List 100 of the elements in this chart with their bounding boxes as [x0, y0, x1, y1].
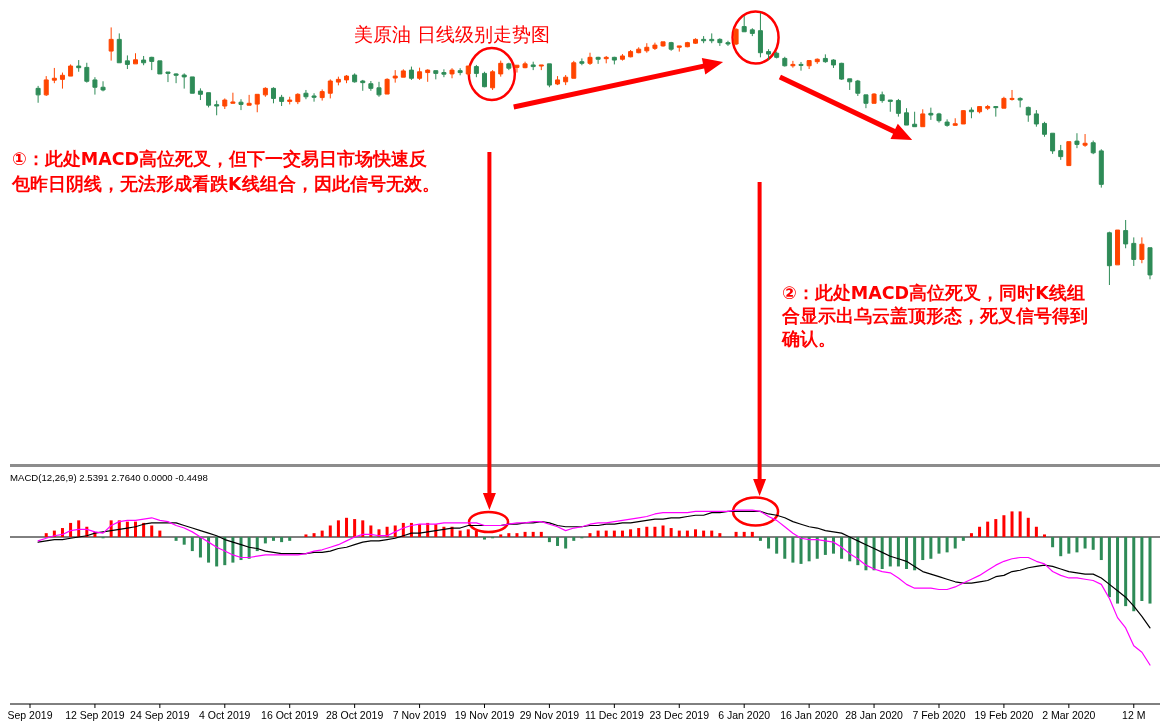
- bar: [937, 537, 941, 554]
- bar: [1002, 515, 1006, 537]
- candlestick: [295, 92, 301, 105]
- bar: [150, 525, 154, 537]
- bar: [677, 530, 681, 537]
- bar: [369, 525, 373, 537]
- candlestick: [814, 57, 820, 65]
- candlestick: [51, 67, 57, 84]
- bar: [734, 531, 738, 537]
- x-tick-label: 12 Sep 2019: [65, 709, 125, 721]
- bar: [1099, 537, 1103, 561]
- candlestick: [360, 79, 366, 92]
- bar: [661, 525, 665, 537]
- candlestick: [222, 97, 228, 110]
- candlestick: [335, 76, 341, 86]
- candlestick: [214, 100, 220, 116]
- bar: [872, 537, 876, 571]
- bar: [783, 537, 787, 559]
- bar: [458, 530, 462, 537]
- candlestick: [693, 37, 699, 45]
- candlestick: [538, 64, 544, 71]
- bar: [742, 531, 746, 537]
- candlestick: [855, 79, 861, 97]
- candlestick: [563, 74, 569, 86]
- candlestick: [977, 105, 983, 114]
- x-tick-label: 28 Jan 2020: [845, 709, 904, 721]
- bar: [1042, 534, 1046, 537]
- candlestick: [806, 59, 812, 70]
- candlestick: [895, 98, 901, 118]
- candlestick: [1058, 144, 1064, 161]
- candlestick: [116, 32, 122, 64]
- candlestick: [173, 72, 179, 84]
- candlestick: [822, 53, 828, 64]
- candlestick: [1139, 236, 1145, 264]
- bar: [198, 537, 202, 558]
- bar: [775, 537, 779, 554]
- x-tick-label: 23 Dec 2019: [649, 709, 710, 721]
- bar: [182, 537, 186, 545]
- candlestick: [652, 42, 658, 51]
- bar: [905, 537, 909, 569]
- candlestick: [757, 12, 763, 58]
- bar: [345, 517, 349, 537]
- bar: [531, 531, 535, 537]
- x-tick-label: 19 Feb 2020: [974, 709, 1034, 721]
- candlestick: [417, 67, 423, 81]
- candlestick: [701, 35, 707, 44]
- candlestick: [352, 72, 358, 84]
- bar: [694, 529, 698, 537]
- candlestick: [1147, 247, 1153, 280]
- candlestick: [611, 56, 617, 65]
- bar: [791, 537, 795, 563]
- candlestick: [279, 94, 285, 107]
- bar: [44, 533, 48, 537]
- candlestick: [473, 64, 479, 78]
- bar: [604, 530, 608, 537]
- bar: [271, 537, 275, 541]
- candlestick: [952, 117, 958, 126]
- candlestick: [433, 70, 439, 80]
- x-tick-label: 7 Nov 2019: [392, 709, 447, 721]
- bar: [653, 526, 657, 537]
- bar: [961, 537, 965, 541]
- candlestick: [1017, 96, 1023, 108]
- candlestick: [68, 63, 74, 77]
- candlestick: [165, 71, 171, 83]
- candlestick: [230, 92, 236, 104]
- candlestick: [43, 75, 49, 97]
- bar: [896, 537, 900, 567]
- bar: [929, 537, 933, 559]
- bar: [1075, 537, 1079, 553]
- bar: [1051, 537, 1055, 548]
- candlestick: [92, 76, 98, 96]
- candlestick: [189, 76, 195, 94]
- bar: [815, 537, 819, 559]
- candlestick: [303, 89, 309, 100]
- candlestick: [1009, 89, 1015, 102]
- bar: [921, 537, 925, 561]
- candlestick: [676, 45, 682, 53]
- candlestick: [603, 55, 609, 64]
- bar: [799, 537, 803, 564]
- candlestick: [481, 71, 487, 88]
- bar: [888, 537, 892, 567]
- candlestick: [181, 72, 187, 90]
- bar: [629, 529, 633, 537]
- bar: [637, 528, 641, 537]
- candlestick: [985, 104, 991, 111]
- candlestick: [490, 69, 496, 91]
- candlestick: [246, 94, 252, 106]
- x-tick-label: 12 M: [1122, 709, 1146, 721]
- candlestick: [839, 62, 845, 81]
- bar: [807, 537, 811, 562]
- bar: [288, 537, 292, 541]
- bar: [750, 531, 754, 537]
- candlestick: [392, 69, 398, 84]
- bar: [1026, 517, 1030, 537]
- bar: [190, 537, 194, 552]
- bar: [353, 519, 357, 537]
- candlestick: [904, 107, 910, 126]
- bar: [685, 530, 689, 537]
- bar: [280, 537, 284, 543]
- candlestick: [514, 64, 520, 74]
